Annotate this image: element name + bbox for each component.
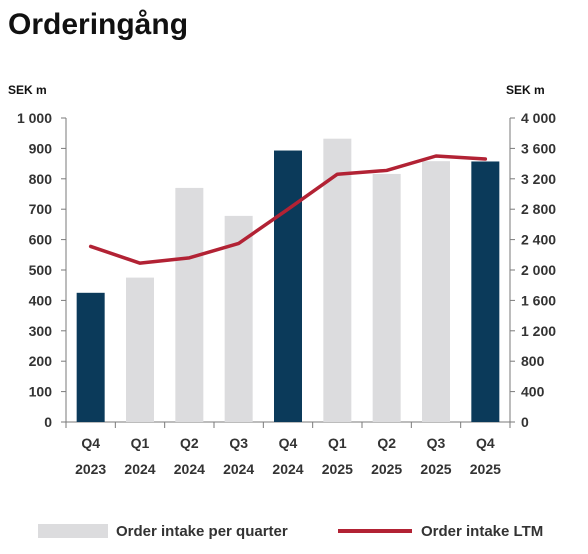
right-tick-label: 400	[521, 384, 545, 400]
legend-bar-swatch	[38, 524, 108, 538]
bars	[76, 138, 500, 423]
right-tick-label: 2 800	[521, 201, 556, 217]
bar	[471, 161, 500, 423]
ltm-line-layer	[88, 154, 488, 265]
x-tick-label-year: 2025	[420, 461, 451, 477]
x-tick-label-year: 2025	[371, 461, 402, 477]
x-tick-label-quarter: Q4	[476, 435, 495, 451]
x-tick-label-quarter: Q3	[229, 435, 248, 451]
bar	[323, 138, 352, 422]
right-tick-label: 1 600	[521, 292, 556, 308]
x-tick-label-quarter: Q2	[377, 435, 396, 451]
bar	[126, 277, 154, 422]
left-tick-label: 200	[29, 353, 53, 369]
x-tick-label-quarter: Q3	[427, 435, 446, 451]
left-tick-label: 100	[29, 384, 53, 400]
bar	[175, 187, 204, 422]
right-axis-unit: SEK m	[506, 83, 545, 97]
left-tick-label: 800	[29, 171, 53, 187]
bar	[422, 161, 450, 422]
ltm-line	[88, 154, 488, 265]
left-tick-label: 300	[29, 323, 53, 339]
x-tick-label-year: 2025	[470, 461, 501, 477]
bar	[372, 173, 401, 422]
x-tick-label-quarter: Q1	[328, 435, 347, 451]
x-tick-label-year: 2023	[75, 461, 106, 477]
right-tick-label: 1 200	[521, 323, 556, 339]
x-tick-label-year: 2024	[223, 461, 254, 477]
left-tick-label: 600	[29, 232, 53, 248]
x-tick-label-quarter: Q4	[279, 435, 298, 451]
chart-title: Orderingång	[8, 8, 188, 41]
left-tick-label: 900	[29, 140, 53, 156]
right-tick-label: 2 000	[521, 262, 556, 278]
bar	[224, 215, 253, 422]
x-tick-label-year: 2025	[322, 461, 353, 477]
right-tick-label: 4 000	[521, 110, 556, 126]
x-tick-label-year: 2024	[272, 461, 303, 477]
right-tick-label: 0	[521, 414, 529, 430]
bar	[76, 292, 105, 422]
left-tick-label: 0	[44, 414, 52, 430]
x-tick-label-year: 2024	[174, 461, 205, 477]
left-tick-label: 1 000	[17, 110, 52, 126]
right-tick-label: 2 400	[521, 232, 556, 248]
right-tick-label: 800	[521, 353, 545, 369]
x-tick-label-quarter: Q1	[131, 435, 150, 451]
right-tick-label: 3 200	[521, 171, 556, 187]
right-tick-label: 3 600	[521, 140, 556, 156]
legend: Order intake per quarter Order intake LT…	[38, 523, 543, 540]
x-tick-label-quarter: Q4	[81, 435, 100, 451]
legend-bar-label: Order intake per quarter	[116, 523, 288, 540]
bar	[274, 150, 302, 422]
tick-labels: 1 000 4 000 900 3 600 800 3 200 700 2 800 600 2 4…	[17, 110, 556, 477]
left-tick-label: 500	[29, 262, 53, 278]
left-tick-label: 400	[29, 292, 53, 308]
x-tick-label-year: 2024	[124, 461, 155, 477]
left-axis-unit: SEK m	[8, 83, 47, 97]
left-tick-label: 700	[29, 201, 53, 217]
legend-line-label: Order intake LTM	[421, 523, 543, 540]
x-tick-label-quarter: Q2	[180, 435, 199, 451]
